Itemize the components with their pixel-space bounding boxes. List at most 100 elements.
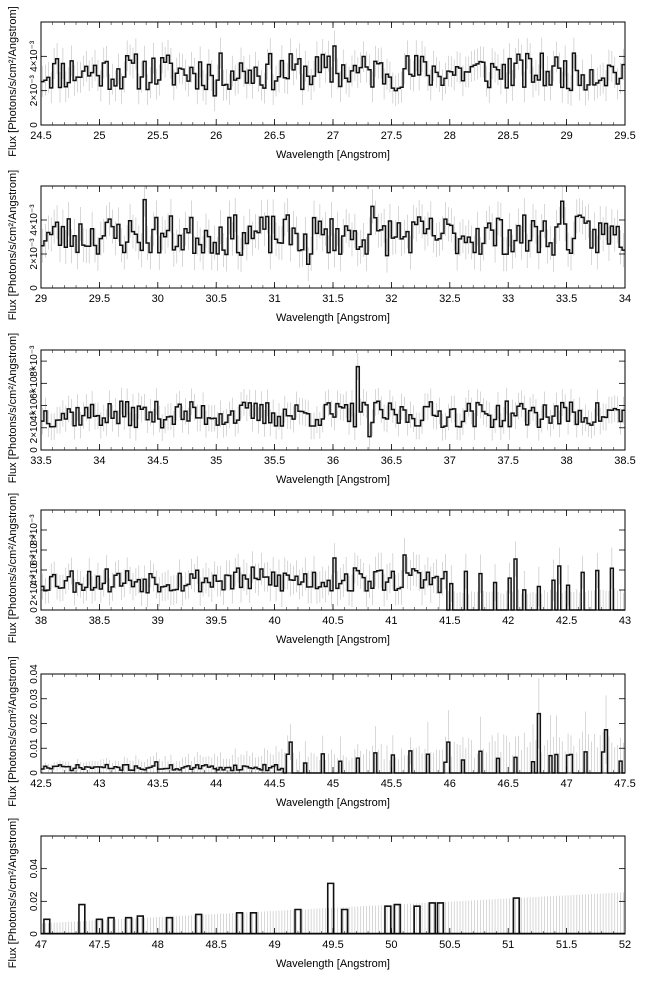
x-axis-label: Wavelength [Angstrom]: [276, 149, 390, 161]
x-tick-label: 42: [502, 615, 514, 627]
x-tick-label: 43: [619, 615, 631, 627]
y-axis-label: Flux [Photons/s/cm²/Angstrom]: [7, 170, 19, 320]
x-tick-label: 50: [385, 939, 397, 951]
flux-series: [41, 554, 625, 611]
flux-bin: [165, 916, 174, 934]
x-tick-label: 29: [560, 130, 572, 142]
y-tick-label: 4×10⁻³: [29, 389, 40, 421]
x-tick-label: 47.5: [89, 939, 110, 951]
y-axis-label: Flux [Photons/s/cm²/Angstrom]: [7, 6, 19, 156]
flux-bin: [43, 918, 51, 934]
x-tick-label: 29.5: [89, 293, 110, 305]
y-axis-label: Flux [Photons/s/cm²/Angstrom]: [7, 818, 19, 968]
x-axis-label: Wavelength [Angstrom]: [276, 797, 390, 809]
x-tick-label: 27: [327, 130, 339, 142]
x-tick-label: 33.5: [30, 455, 51, 467]
y-axis-label: Flux [Photons/s/cm²/Angstrom]: [7, 493, 19, 643]
x-tick-label: 28: [444, 130, 456, 142]
y-tick-label: 0.04: [29, 664, 40, 684]
x-tick-label: 37.5: [497, 455, 518, 467]
x-tick-label: 42.5: [556, 615, 577, 627]
x-tick-label: 38.5: [89, 615, 110, 627]
flux-series: [41, 365, 625, 438]
x-tick-label: 32: [385, 293, 397, 305]
x-tick-label: 44: [210, 778, 222, 790]
flux-step-line: [41, 198, 625, 265]
y-tick-label: 0.02: [29, 891, 40, 911]
x-tick-label: 49.5: [322, 939, 343, 951]
flux-bin: [326, 882, 335, 934]
flux-bin: [78, 903, 86, 934]
y-axis-label: Flux [Photons/s/cm²/Angstrom]: [7, 656, 19, 806]
flux-bin: [413, 905, 421, 934]
chart-panel-2: 29 29.5 30 30.5 31 31.5 32 32.5 33 33.5 34 0 2×10⁻³ 4…: [7, 170, 631, 324]
x-tick-label: 40.5: [322, 615, 343, 627]
x-tick-label: 46: [444, 778, 456, 790]
x-tick-label: 25: [93, 130, 105, 142]
x-tick-label: 50.5: [439, 939, 460, 951]
y-tick-label: 0.04: [29, 858, 40, 878]
flux-bin: [249, 911, 258, 934]
x-tick-label: 45.5: [381, 778, 402, 790]
x-tick-label: 52: [619, 939, 631, 951]
y-tick-label: 0.01: [29, 738, 40, 758]
x-tick-label: 32.5: [439, 293, 460, 305]
x-tick-label: 30.5: [205, 293, 226, 305]
flux-step-line: [41, 712, 625, 774]
chart-panel-6: 47 47.5 48 48.5 49 49.5 50 50.5 51 51.5 52 0 0.02 0.0…: [7, 818, 631, 970]
x-tick-label: 48.5: [205, 939, 226, 951]
x-tick-label: 36: [327, 455, 339, 467]
flux-bin: [393, 903, 401, 934]
y-tick-label: 0.02: [29, 713, 40, 733]
y-tick-label: 0: [29, 607, 40, 613]
x-tick-label: 29: [35, 293, 47, 305]
x-tick-label: 27.5: [381, 130, 402, 142]
y-tick-label: 8×10⁻³: [29, 345, 40, 377]
x-tick-label: 34.5: [147, 455, 168, 467]
flux-bin: [235, 911, 244, 934]
flux-bin: [340, 908, 349, 934]
x-tick-label: 51: [502, 939, 514, 951]
x-tick-label: 45: [327, 778, 339, 790]
y-tick-label: 6×10⁻³: [29, 534, 40, 566]
y-tick-label: 0: [29, 931, 40, 937]
x-tick-label: 41.5: [439, 615, 460, 627]
x-axis-label: Wavelength [Angstrom]: [276, 474, 390, 486]
plot-frame: [40, 349, 626, 451]
x-tick-label: 38: [35, 615, 47, 627]
y-tick-label: 2×10⁻³: [29, 574, 40, 606]
chart-panel-5: 42.5 43 43.5 44 44.5 45 45.5 46 46.5 47 47.5 0 0.01 0…: [7, 656, 636, 809]
x-tick-label: 31.5: [322, 293, 343, 305]
x-tick-label: 30: [152, 293, 164, 305]
flux-bin: [436, 902, 445, 934]
x-tick-label: 34: [619, 293, 631, 305]
x-tick-label: 28.5: [497, 130, 518, 142]
y-tick-label: 2×10⁻³: [29, 74, 40, 106]
flux-bin: [384, 905, 392, 934]
x-tick-label: 33: [502, 293, 514, 305]
flux-bin: [95, 918, 104, 934]
chart-panel-3: 33.5 34 34.5 35 35.5 36 36.5 37 37.5 38 38.5 0 2×10⁻…: [7, 333, 636, 486]
chart-panel-4: 38 38.5 39 39.5 40 40.5 41 41.5 42 42.5 43 02×10⁻³4…: [7, 493, 631, 646]
flux-bin: [294, 908, 302, 934]
x-tick-label: 41: [385, 615, 397, 627]
y-tick-label: 0.03: [29, 689, 40, 709]
y-tick-label: 2×10⁻³: [29, 238, 40, 270]
x-tick-label: 33.5: [556, 293, 577, 305]
x-axis-label: Wavelength [Angstrom]: [276, 634, 390, 646]
flux-bin: [136, 915, 144, 934]
y-tick-label: 4×10⁻³: [29, 554, 40, 586]
y-axis-label: Flux [Photons/s/cm²/Angstrom]: [7, 333, 19, 483]
error-bars: [42, 678, 624, 773]
x-tick-label: 44.5: [264, 778, 285, 790]
chart-panel-1: 24.5 25 25.5 26 26.5 27 27.5 28 28.5 29 29.5 0 2×10⁻…: [7, 6, 636, 161]
x-tick-label: 43: [93, 778, 105, 790]
x-tick-label: 31: [268, 293, 280, 305]
flux-bin: [428, 902, 436, 934]
x-tick-label: 26: [210, 130, 222, 142]
flux-bin: [107, 916, 115, 934]
x-tick-label: 35: [210, 455, 222, 467]
y-tick-label: 6×10⁻³: [29, 367, 40, 399]
y-tick-label: 0: [29, 770, 40, 776]
